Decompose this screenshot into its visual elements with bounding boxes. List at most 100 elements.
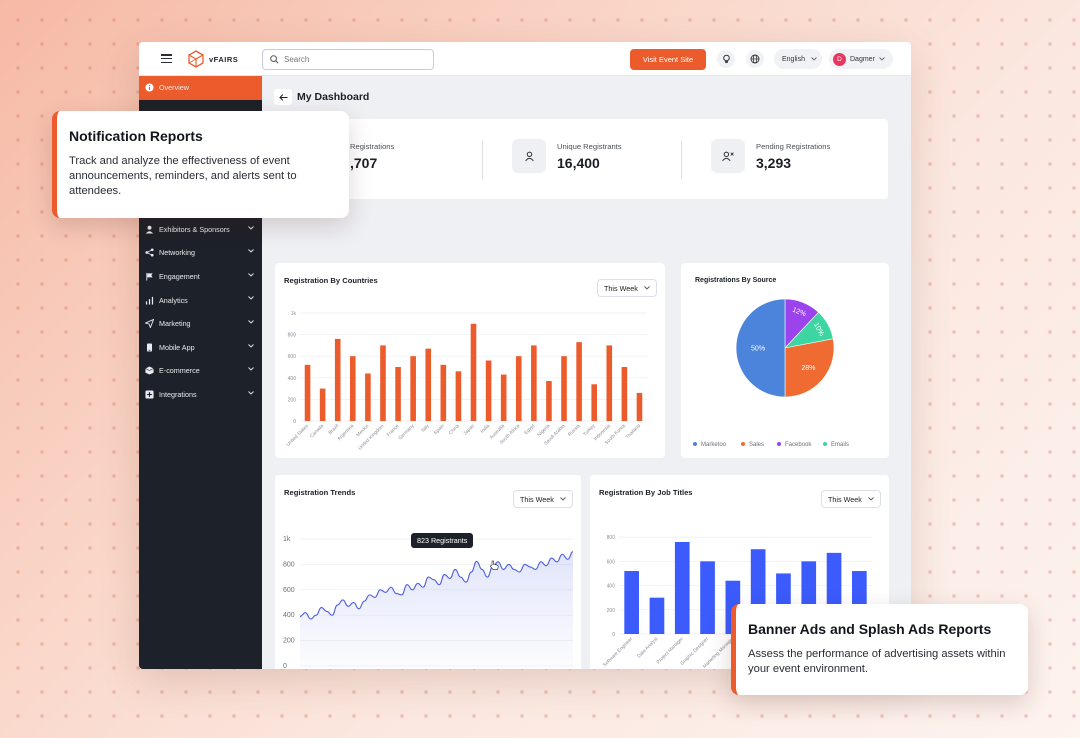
x-tick-label: Nigeria (536, 423, 551, 438)
legend-label: Sales (749, 442, 764, 448)
slice-label: 50% (751, 346, 765, 353)
sidebar-item-label: Mobile App (159, 342, 195, 352)
menu-icon[interactable] (161, 54, 172, 64)
notification-reports-callout: Notification Reports Track and analyze t… (52, 111, 349, 218)
y-tick-label: 200 (288, 397, 297, 403)
sidebar-item-ecommerce[interactable]: E-commerce (139, 359, 262, 383)
sidebar-item-exhibitors[interactable]: Exhibitors & Sponsors (139, 218, 262, 242)
chevron-down-icon (248, 390, 254, 395)
x-tick-label: Turkey (582, 423, 597, 438)
x-tick-label: France (386, 423, 401, 438)
x-tick-label: Italy (420, 423, 431, 434)
search-input[interactable] (284, 55, 424, 64)
countries-period-dropdown[interactable]: This Week (597, 279, 657, 297)
page-title: My Dashboard (297, 91, 370, 103)
back-button[interactable] (274, 89, 292, 105)
language-selector[interactable]: English (774, 49, 822, 69)
stat-divider (681, 141, 682, 179)
bar (425, 348, 432, 421)
arrow-left-icon (278, 93, 287, 101)
sidebar-item-label: Exhibitors & Sponsors (159, 224, 230, 234)
bar (380, 345, 386, 421)
trend-line (299, 551, 574, 620)
legend-dot (823, 442, 827, 446)
lightbulb-button[interactable] (717, 50, 735, 68)
countries-bar-chart: 0 200 400 600 800 1k United States Canada Brazil… (285, 311, 647, 452)
y-tick-label: 400 (283, 612, 295, 619)
language-label: English (782, 55, 805, 63)
trends-period-dropdown[interactable]: This Week (513, 490, 573, 508)
avatar: D (833, 52, 846, 66)
card-title: Registration Trends (284, 488, 356, 497)
bar (395, 367, 401, 421)
x-tick-label: Argentina (336, 423, 355, 442)
trends-card: Registration Trends This Week 0 200 400 600… (275, 475, 581, 669)
box-icon (145, 366, 154, 376)
chevron-down-icon (811, 57, 817, 61)
bar-chart-icon (145, 296, 154, 305)
sidebar-item-overview[interactable]: Overview (139, 76, 262, 100)
main-content: My Dashboard Registrations ,707 Unique R… (262, 76, 911, 669)
bar (649, 597, 665, 634)
y-tick-label: 800 (607, 535, 616, 541)
bar (606, 345, 613, 421)
person-icon (524, 151, 534, 161)
chevron-down-icon (868, 497, 874, 501)
user-menu[interactable]: D Dagmer (829, 49, 893, 69)
search-box[interactable] (262, 49, 434, 70)
top-bar: vFAIRS Visit Event Site English (139, 42, 911, 76)
bar (546, 381, 552, 421)
legend-label: Emails (831, 442, 849, 448)
bar (674, 541, 690, 634)
x-tick-label: Mexico (355, 423, 370, 438)
sidebar-item-label: Marketing (159, 319, 191, 329)
share-icon (145, 248, 154, 258)
person-icon (145, 225, 154, 234)
bar (365, 373, 371, 421)
y-tick-label: 200 (283, 638, 295, 645)
countries-card: Registration By Countries This Week 0 200… (275, 263, 665, 458)
bar (624, 571, 639, 634)
x-tick-label: Thailand (625, 423, 642, 440)
y-tick-label: 800 (288, 333, 297, 339)
card-title: Registrations By Source (695, 277, 777, 284)
sidebar-item-engagement[interactable]: Engagement (139, 265, 262, 289)
y-tick-label: 0 (283, 663, 287, 669)
sidebar-item-analytics[interactable]: Analytics (139, 288, 262, 312)
bar (350, 356, 356, 421)
x-tick-label: Software Engineer (602, 636, 634, 668)
plus-square-icon (145, 390, 154, 399)
chevron-down-icon (644, 286, 650, 290)
bar (485, 360, 492, 421)
chevron-down-icon (248, 249, 254, 253)
vfairs-logo-icon (188, 50, 204, 68)
source-card: Registrations By Source 12% 10% 28% 50% Mark… (681, 263, 889, 458)
stats-card: Registrations ,707 Unique Registrants 16… (275, 119, 888, 199)
sidebar-item-mobile-app[interactable]: Mobile App (139, 336, 262, 360)
sidebar-item-integrations[interactable]: Integrations (139, 383, 262, 407)
y-tick-label: 600 (288, 354, 297, 360)
pie-slice (735, 298, 786, 398)
legend-dot (741, 442, 745, 446)
x-tick-label: China (448, 423, 461, 436)
sidebar-item-networking[interactable]: Networking (139, 241, 262, 265)
stat-pending-registrations: Pending Registrations 3,293 (711, 139, 830, 173)
globe-icon (750, 54, 760, 64)
stat-unique-registrants: Unique Registrants 16,400 (512, 139, 622, 173)
y-tick-label: 400 (288, 376, 297, 382)
x-tick-label: United States (285, 423, 310, 448)
stat-icon-box (711, 139, 745, 173)
bar (304, 364, 311, 421)
dropdown-value: This Week (604, 283, 638, 293)
sidebar-item-label: Analytics (159, 295, 188, 305)
trend-area (300, 551, 573, 666)
sidebar-item-marketing[interactable]: Marketing (139, 312, 262, 336)
card-title: Registration By Countries (284, 276, 378, 285)
visit-event-site-button[interactable]: Visit Event Site (630, 49, 706, 70)
globe-button[interactable] (746, 50, 764, 68)
x-tick-label: Japan (462, 423, 476, 437)
logo-text: vFAIRS (209, 54, 239, 64)
y-tick-label: 0 (612, 632, 615, 638)
jobs-period-dropdown[interactable]: This Week (821, 490, 881, 508)
x-tick-label: India (479, 423, 491, 435)
